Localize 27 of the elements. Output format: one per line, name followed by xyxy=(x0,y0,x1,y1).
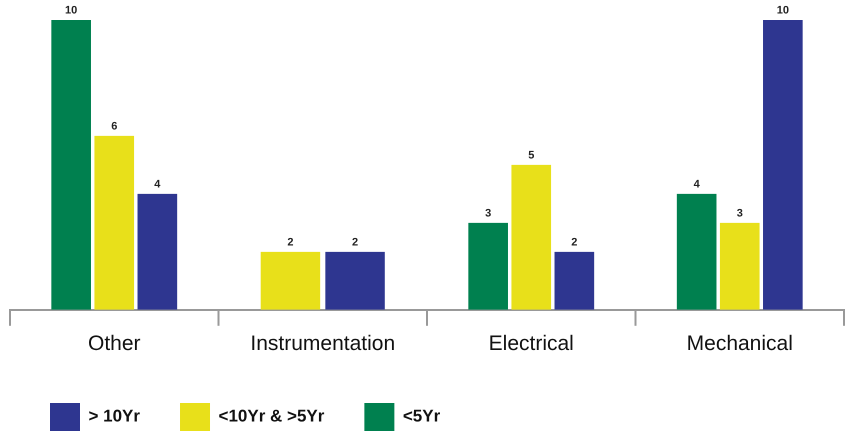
data-label: 4 xyxy=(694,178,701,190)
x-tick-label: Mechanical xyxy=(686,332,793,356)
bar xyxy=(763,20,803,310)
data-label: 10 xyxy=(776,4,789,17)
data-label: 2 xyxy=(571,236,578,248)
bar xyxy=(138,194,178,310)
data-label: 2 xyxy=(287,236,294,248)
bar xyxy=(676,194,716,310)
bar xyxy=(554,252,594,310)
data-label: 2 xyxy=(352,236,358,248)
data-label: 6 xyxy=(111,120,118,132)
bar xyxy=(720,222,760,310)
bar xyxy=(468,222,508,310)
x-tick-label: Electrical xyxy=(488,332,574,356)
data-label: 3 xyxy=(485,207,492,220)
legend-label: <10Yr & >5Yr xyxy=(218,406,325,426)
data-label: 10 xyxy=(65,4,78,17)
x-tick-label: Instrumentation xyxy=(250,332,396,356)
legend-label: > 10Yr xyxy=(88,406,140,426)
data-label: 5 xyxy=(528,149,534,162)
data-label: 4 xyxy=(154,178,162,190)
data-label: 3 xyxy=(736,207,743,220)
x-tick-label: Other xyxy=(88,332,141,356)
legend-label: <5Yr xyxy=(402,406,441,426)
bar xyxy=(94,136,134,310)
bar xyxy=(511,164,552,310)
bar xyxy=(51,20,91,310)
